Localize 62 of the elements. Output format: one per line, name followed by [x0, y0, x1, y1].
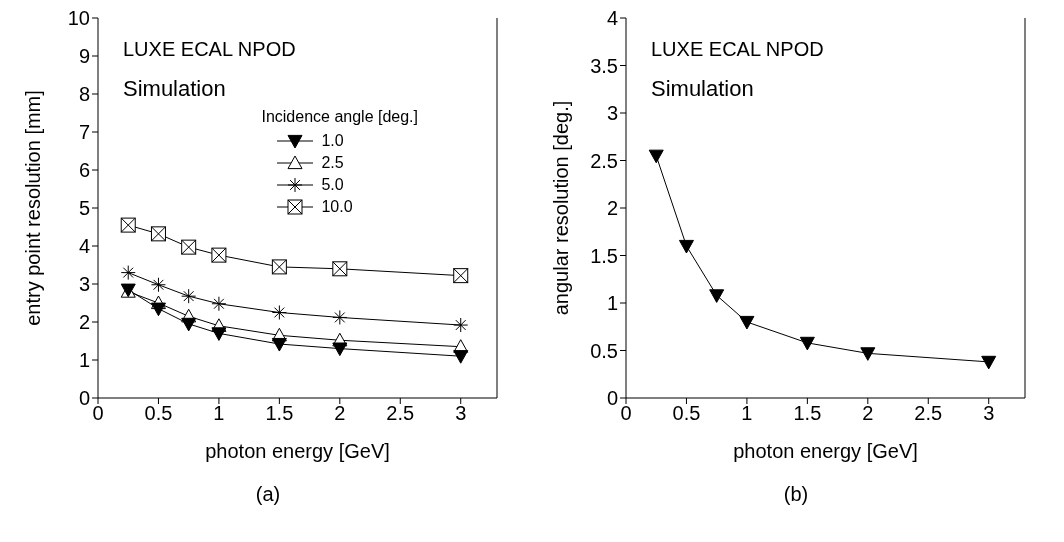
y-axis-title: angular resolution [deg.] — [550, 100, 573, 316]
legend-label: 2.5 — [321, 154, 344, 172]
y-tick-label: 4 — [78, 235, 90, 258]
x-tick-label: 1.5 — [265, 402, 294, 425]
point — [453, 350, 469, 364]
y-tick-label: 0 — [78, 387, 90, 410]
x-tick-label: 3 — [455, 402, 467, 425]
x-tick-label: 2 — [334, 402, 346, 425]
point — [332, 342, 348, 357]
y-tick-label: 3 — [78, 273, 90, 296]
y-tick-label: 8 — [78, 83, 90, 106]
y-tick-label: 7 — [78, 121, 90, 144]
y-tick-label: 4 — [606, 7, 618, 30]
y-tick-label: 3.5 — [590, 54, 618, 77]
y-tick-label: 2 — [78, 311, 90, 334]
y-tick-label: 2 — [606, 197, 618, 220]
point — [211, 327, 227, 341]
point — [981, 355, 997, 370]
y-tick-label: 6 — [78, 159, 90, 182]
x-tick-label: 2.5 — [914, 402, 943, 425]
annotation: Simulation — [123, 76, 226, 102]
point — [799, 336, 815, 351]
annotation: LUXE ECAL NPOD — [651, 38, 824, 61]
y-tick-label: 1.5 — [590, 244, 618, 267]
point — [150, 302, 166, 317]
y-tick-label: 1 — [606, 292, 618, 315]
legend-title: Incidence angle [deg.] — [261, 108, 418, 126]
text: (a) — [254, 483, 282, 506]
x-axis-title: photon energy [GeV] — [205, 440, 390, 462]
y-tick-label: 5 — [78, 197, 90, 220]
x-tick-label: 1.5 — [793, 402, 822, 425]
x-tick-label: 0.5 — [144, 402, 173, 425]
x-tick-label: 1 — [741, 402, 753, 425]
x-axis-title: photon energy [GeV] — [733, 440, 918, 462]
y-axis-title: entry point resolution [mm] — [22, 90, 45, 326]
point — [739, 315, 755, 330]
y-tick-label: 0.5 — [590, 339, 618, 362]
x-tick-label: 3 — [983, 402, 995, 425]
y-tick-label: 3 — [606, 102, 618, 125]
y-tick-label: 2.5 — [590, 149, 618, 172]
x-tick-label: 0.5 — [672, 402, 701, 425]
point — [678, 239, 694, 254]
x-tick-label: 2 — [862, 402, 874, 425]
x-tick-label: 1 — [213, 402, 225, 425]
y-tick-label: 0 — [606, 387, 618, 410]
legend-label: 1.0 — [321, 132, 344, 150]
point — [271, 337, 287, 352]
x-tick-label: 0 — [620, 402, 632, 425]
annotation: LUXE ECAL NPOD — [123, 38, 296, 61]
point — [648, 149, 664, 164]
legend-label: 5.0 — [321, 176, 344, 194]
y-tick-label: 10 — [67, 7, 90, 30]
x-tick-label: 0 — [92, 402, 104, 425]
point — [709, 289, 725, 303]
point — [860, 347, 876, 361]
annotation: Simulation — [651, 76, 754, 102]
x-tick-label: 2.5 — [386, 402, 415, 425]
text: (b) — [782, 483, 810, 506]
y-tick-label: 9 — [78, 45, 90, 68]
point — [181, 317, 197, 332]
legend-label: 10.0 — [321, 198, 353, 216]
y-tick-label: 1 — [78, 349, 90, 372]
